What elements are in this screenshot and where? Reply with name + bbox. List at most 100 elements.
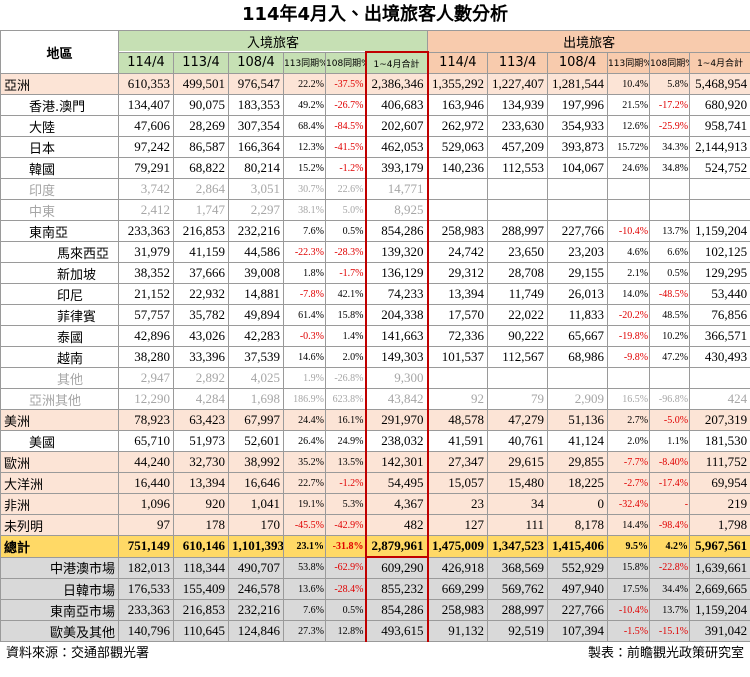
value-cell: 493,615: [364, 620, 429, 642]
value-cell: 139,320: [364, 241, 429, 263]
value-cell: -48.5%: [649, 283, 691, 305]
value-cell: 23.1%: [283, 535, 326, 558]
value-cell: 5,967,561: [689, 535, 750, 558]
value-cell: 291,970: [364, 409, 429, 431]
table-row: 香港.澳門 134,407 90,075 183,353 49.2% -26.7% 406,…: [0, 94, 750, 116]
value-cell: 127: [427, 514, 489, 536]
value-cell: -8.40%: [649, 451, 691, 473]
table-row: 總計 751,149 610,146 1,101,393 23.1% -31.8% 2,87…: [0, 535, 750, 558]
value-cell: 52,601: [228, 430, 284, 452]
value-cell: 14,881: [228, 283, 284, 305]
value-cell: -10.4%: [607, 220, 651, 242]
value-cell: 92,519: [487, 620, 549, 642]
value-cell: 22.6%: [325, 178, 366, 200]
value-cell: 183,353: [228, 94, 284, 116]
region-cell: 東南亞: [0, 220, 119, 242]
value-cell: 216,853: [173, 599, 229, 621]
column-header: 108同期%: [649, 51, 691, 74]
value-cell: [689, 178, 750, 200]
value-cell: 107,394: [547, 620, 609, 642]
value-cell: 23,650: [487, 241, 549, 263]
value-cell: [547, 199, 609, 221]
value-cell: 406,683: [364, 94, 429, 116]
value-cell: 53.8%: [283, 556, 326, 579]
value-cell: -26.8%: [325, 367, 366, 389]
value-cell: 57,757: [118, 304, 174, 326]
value-cell: 69,954: [689, 472, 750, 494]
value-cell: 529,063: [427, 136, 489, 158]
value-cell: 136,129: [364, 262, 429, 284]
value-cell: [427, 199, 489, 221]
value-cell: 29,615: [487, 451, 549, 473]
value-cell: -1.2%: [325, 472, 366, 494]
value-cell: -45.5%: [283, 514, 326, 536]
value-cell: 35,782: [173, 304, 229, 326]
value-cell: 258,983: [427, 599, 489, 621]
value-cell: 14.4%: [607, 514, 651, 536]
value-cell: -98.4%: [649, 514, 691, 536]
value-cell: 855,232: [364, 578, 429, 600]
value-cell: 65,667: [547, 325, 609, 347]
value-cell: 29,155: [547, 262, 609, 284]
value-cell: 47.2%: [649, 346, 691, 368]
table-row: 東南亞 233,363 216,853 232,216 7.6% 0.5% 854,286 2…: [0, 220, 750, 242]
data-table: 地區 入境旅客 出境旅客 114/4 113/4 108/4 113同期% 108同期%…: [0, 30, 750, 642]
value-cell: 1,698: [228, 388, 284, 410]
value-cell: 141,663: [364, 325, 429, 347]
value-cell: 1.1%: [649, 430, 691, 452]
value-cell: 0.5%: [325, 220, 366, 242]
value-cell: -17.2%: [649, 94, 691, 116]
value-cell: -1.5%: [607, 620, 651, 642]
value-cell: 9.5%: [607, 535, 651, 558]
value-cell: -5.0%: [649, 409, 691, 431]
value-cell: 30.7%: [283, 178, 326, 200]
value-cell: 227,766: [547, 220, 609, 242]
region-cell: 其他: [0, 367, 119, 389]
value-cell: 5.8%: [649, 73, 691, 95]
value-cell: 22.7%: [283, 472, 326, 494]
value-cell: -84.5%: [325, 115, 366, 137]
value-cell: 170: [228, 514, 284, 536]
value-cell: 4.6%: [607, 241, 651, 263]
value-cell: 15.72%: [607, 136, 651, 158]
value-cell: -1.7%: [325, 262, 366, 284]
value-cell: 14.0%: [607, 283, 651, 305]
value-cell: 79,291: [118, 157, 174, 179]
value-cell: 34.8%: [649, 157, 691, 179]
table-row: 中東 2,412 1,747 2,297 38.1% 5.0% 8,925: [0, 199, 750, 221]
region-header: 地區: [0, 30, 119, 74]
value-cell: 15.8%: [325, 304, 366, 326]
region-cell: 總計: [0, 535, 119, 558]
value-cell: 976,547: [228, 73, 284, 95]
value-cell: 31,979: [118, 241, 174, 263]
value-cell: 49,894: [228, 304, 284, 326]
value-cell: 1,159,204: [689, 599, 750, 621]
value-cell: 1,798: [689, 514, 750, 536]
table-row: 日韓市場 176,533 155,409 246,578 13.6% -28.4% 855,…: [0, 578, 750, 600]
value-cell: 134,407: [118, 94, 174, 116]
value-cell: 155,409: [173, 578, 229, 600]
column-header: 108/4: [547, 51, 609, 74]
value-cell: 1.9%: [283, 367, 326, 389]
value-cell: 22,932: [173, 283, 229, 305]
value-cell: 28,269: [173, 115, 229, 137]
column-header: 108同期%: [325, 51, 366, 74]
value-cell: 47,279: [487, 409, 549, 431]
table-row: 菲律賓 57,757 35,782 49,894 61.4% 15.8% 204,338 17…: [0, 304, 750, 326]
value-cell: 23,203: [547, 241, 609, 263]
region-cell: 香港.澳門: [0, 94, 119, 116]
value-cell: 54,495: [364, 472, 429, 494]
value-cell: 12.8%: [325, 620, 366, 642]
value-cell: 5.3%: [325, 493, 366, 515]
column-header: 113同期%: [283, 51, 326, 74]
value-cell: 680,920: [689, 94, 750, 116]
value-cell: 9,300: [364, 367, 429, 389]
region-cell: 日本: [0, 136, 119, 158]
value-cell: 37,666: [173, 262, 229, 284]
value-cell: 68.4%: [283, 115, 326, 137]
value-cell: -96.8%: [649, 388, 691, 410]
value-cell: 2,412: [118, 199, 174, 221]
value-cell: 80,214: [228, 157, 284, 179]
